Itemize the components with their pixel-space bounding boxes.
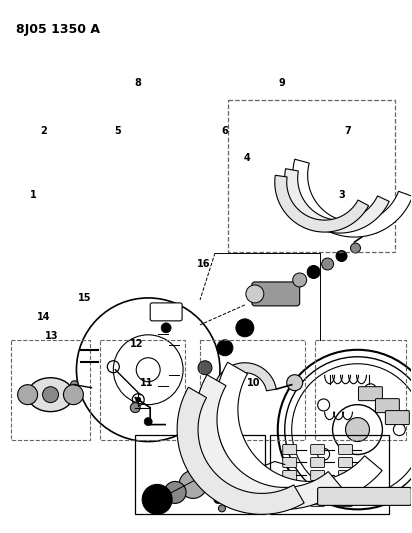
FancyBboxPatch shape xyxy=(311,471,325,480)
Polygon shape xyxy=(215,362,382,504)
Polygon shape xyxy=(195,375,342,510)
FancyBboxPatch shape xyxy=(283,471,297,480)
Circle shape xyxy=(161,323,171,333)
Circle shape xyxy=(18,385,37,405)
FancyBboxPatch shape xyxy=(385,410,409,425)
FancyBboxPatch shape xyxy=(358,386,382,401)
Circle shape xyxy=(246,285,264,303)
Circle shape xyxy=(198,464,222,488)
Text: 9: 9 xyxy=(279,78,286,88)
FancyBboxPatch shape xyxy=(311,457,325,467)
Circle shape xyxy=(70,381,78,389)
FancyBboxPatch shape xyxy=(375,399,399,413)
FancyBboxPatch shape xyxy=(311,483,325,494)
Circle shape xyxy=(393,424,405,435)
FancyBboxPatch shape xyxy=(339,496,353,506)
FancyBboxPatch shape xyxy=(339,471,353,480)
Circle shape xyxy=(214,495,222,503)
Circle shape xyxy=(136,397,141,402)
Text: 6: 6 xyxy=(221,126,228,136)
FancyBboxPatch shape xyxy=(311,496,325,506)
Circle shape xyxy=(336,251,347,262)
Text: 15: 15 xyxy=(78,293,91,303)
Circle shape xyxy=(130,402,140,413)
FancyBboxPatch shape xyxy=(318,487,411,505)
Circle shape xyxy=(198,361,212,375)
Circle shape xyxy=(63,385,83,405)
Circle shape xyxy=(322,258,334,270)
Circle shape xyxy=(144,417,152,425)
Text: 8: 8 xyxy=(135,78,142,88)
Text: 2: 2 xyxy=(40,126,47,136)
Circle shape xyxy=(179,471,207,498)
Circle shape xyxy=(351,243,360,253)
Text: 10: 10 xyxy=(246,378,260,389)
FancyBboxPatch shape xyxy=(283,496,297,506)
FancyBboxPatch shape xyxy=(283,445,297,455)
Circle shape xyxy=(307,265,320,278)
Text: 12: 12 xyxy=(129,338,143,349)
Circle shape xyxy=(213,484,223,495)
Circle shape xyxy=(212,447,248,482)
FancyBboxPatch shape xyxy=(339,457,353,467)
Text: 11: 11 xyxy=(140,378,153,389)
Circle shape xyxy=(293,273,307,287)
Text: 16: 16 xyxy=(197,259,211,269)
Text: 1: 1 xyxy=(30,190,37,200)
Circle shape xyxy=(365,463,377,475)
FancyBboxPatch shape xyxy=(339,445,353,455)
FancyBboxPatch shape xyxy=(252,282,300,306)
Circle shape xyxy=(365,384,377,395)
Circle shape xyxy=(368,219,382,233)
Circle shape xyxy=(71,389,77,394)
Text: 4: 4 xyxy=(243,152,250,163)
Polygon shape xyxy=(275,175,369,232)
Circle shape xyxy=(42,386,59,402)
Polygon shape xyxy=(177,387,304,514)
Text: 8J05 1350 A: 8J05 1350 A xyxy=(16,22,100,36)
Circle shape xyxy=(236,319,254,337)
FancyBboxPatch shape xyxy=(150,303,182,321)
FancyBboxPatch shape xyxy=(283,457,297,467)
FancyBboxPatch shape xyxy=(283,483,297,494)
Circle shape xyxy=(217,340,233,356)
Circle shape xyxy=(346,417,370,441)
FancyBboxPatch shape xyxy=(311,445,325,455)
Text: 13: 13 xyxy=(45,330,59,341)
Circle shape xyxy=(142,484,172,514)
Ellipse shape xyxy=(28,378,73,411)
Polygon shape xyxy=(285,169,389,233)
Circle shape xyxy=(287,375,303,391)
Circle shape xyxy=(318,448,330,460)
Polygon shape xyxy=(293,159,412,237)
Text: 7: 7 xyxy=(344,126,351,136)
Text: 5: 5 xyxy=(115,126,121,136)
FancyBboxPatch shape xyxy=(339,483,353,494)
Circle shape xyxy=(218,505,225,512)
Text: 3: 3 xyxy=(338,190,345,200)
Text: 14: 14 xyxy=(37,312,51,322)
Circle shape xyxy=(164,481,186,503)
Circle shape xyxy=(318,399,330,411)
Polygon shape xyxy=(213,363,276,394)
